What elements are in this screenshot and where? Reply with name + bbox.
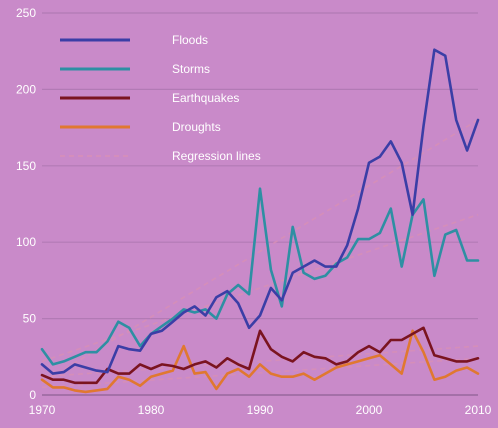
legend-label-earthquakes: Earthquakes [172, 91, 239, 105]
x-tick-label: 2010 [465, 403, 492, 417]
series-line-floods [40, 48, 480, 375]
legend-label-droughts: Droughts [172, 120, 221, 134]
y-tick-label: 100 [16, 235, 36, 249]
x-tick-label: 2000 [356, 403, 383, 417]
y-tick-label: 50 [23, 312, 37, 326]
y-tick-label: 200 [16, 82, 36, 96]
legend-label-regression-lines: Regression lines [172, 149, 261, 163]
legend-label-floods: Floods [172, 33, 208, 47]
regression-line-1 [41, 119, 479, 384]
x-tick-label: 1990 [247, 403, 274, 417]
y-tick-label: 0 [29, 388, 36, 402]
legend-label-storms: Storms [172, 62, 210, 76]
series-line-earthquakes [40, 326, 480, 385]
regression-line-2 [41, 213, 479, 363]
series-line-droughts [40, 329, 480, 394]
y-tick-label: 150 [16, 159, 36, 173]
series-line-storms [40, 187, 480, 366]
y-tick-label: 250 [16, 6, 36, 20]
legend: Floods Storms Earthquakes Droughts Regressio… [60, 33, 261, 163]
series-lines [40, 48, 480, 394]
x-tick-label: 1980 [138, 403, 165, 417]
axes: 0 50 100 150 200 250 1970 1980 1990 2000 2010 [16, 6, 492, 417]
x-tick-label: 1970 [29, 403, 56, 417]
